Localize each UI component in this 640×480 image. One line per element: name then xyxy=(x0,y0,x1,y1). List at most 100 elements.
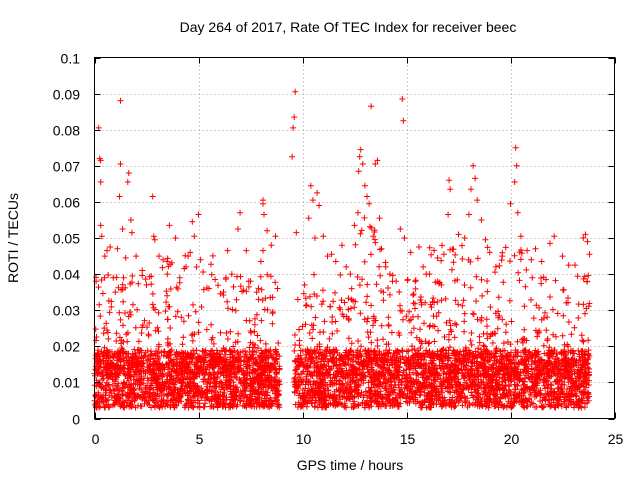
roti-point xyxy=(291,347,298,354)
roti-point xyxy=(185,364,192,371)
roti-point xyxy=(329,330,336,337)
roti-point xyxy=(127,386,134,392)
roti-point xyxy=(232,370,239,376)
roti-point xyxy=(345,295,352,302)
roti-point xyxy=(339,311,346,318)
roti-point xyxy=(455,386,462,393)
roti-point xyxy=(405,347,412,354)
roti-point xyxy=(452,403,459,409)
roti-point xyxy=(538,403,545,410)
roti-point xyxy=(208,403,215,410)
roti-point xyxy=(262,340,269,347)
roti-point xyxy=(254,370,261,377)
roti-point xyxy=(576,384,583,391)
roti-point xyxy=(460,297,467,304)
roti-point xyxy=(356,350,363,357)
roti-point xyxy=(234,349,241,355)
roti-point xyxy=(550,395,557,402)
roti-point xyxy=(250,354,257,361)
roti-point xyxy=(273,397,280,404)
roti-point xyxy=(216,401,223,407)
roti-point xyxy=(141,317,148,324)
roti-point xyxy=(296,326,303,333)
roti-point xyxy=(264,389,271,396)
roti-point xyxy=(155,348,162,355)
roti-point xyxy=(433,313,440,320)
roti-point xyxy=(345,349,352,356)
roti-point xyxy=(584,394,591,401)
roti-point xyxy=(461,310,468,317)
roti-point xyxy=(106,348,113,355)
roti-point xyxy=(540,315,547,321)
roti-point xyxy=(581,400,588,407)
roti-point xyxy=(518,247,524,253)
roti-point xyxy=(424,385,431,392)
roti-point xyxy=(386,396,393,403)
roti-point xyxy=(353,383,360,390)
roti-point xyxy=(462,344,469,351)
roti-point xyxy=(474,383,481,390)
roti-point xyxy=(253,403,260,410)
roti-point xyxy=(294,296,301,303)
roti-point xyxy=(224,336,231,342)
roti-point xyxy=(458,395,465,402)
roti-point xyxy=(215,369,222,376)
roti-point xyxy=(379,359,386,366)
roti-point xyxy=(477,372,484,379)
roti-point xyxy=(360,380,367,387)
roti-point xyxy=(327,303,334,310)
roti-point xyxy=(105,382,112,389)
roti-point xyxy=(210,371,217,378)
roti-point xyxy=(231,402,238,409)
roti-point xyxy=(244,361,251,368)
roti-point xyxy=(390,396,397,403)
roti-point xyxy=(528,353,535,360)
roti-point xyxy=(105,335,112,342)
roti-point xyxy=(160,352,167,359)
roti-point xyxy=(481,396,488,402)
roti-point xyxy=(568,391,575,398)
roti-point xyxy=(411,345,418,352)
roti-point xyxy=(514,338,521,345)
roti-point xyxy=(180,334,187,341)
roti-point xyxy=(227,401,234,407)
roti-point xyxy=(425,403,432,410)
roti-point xyxy=(227,328,234,335)
roti-point xyxy=(374,376,381,383)
roti-point xyxy=(571,401,578,408)
roti-point xyxy=(306,293,313,300)
roti-point xyxy=(255,285,262,292)
roti-point xyxy=(120,368,127,375)
roti-point xyxy=(457,381,464,388)
roti-point xyxy=(561,370,568,376)
roti-point xyxy=(259,297,266,304)
roti-point xyxy=(180,379,187,386)
roti-point xyxy=(472,348,479,355)
roti-point xyxy=(202,397,208,404)
roti-point xyxy=(322,347,329,354)
roti-point xyxy=(461,328,468,335)
roti-point xyxy=(482,371,489,378)
roti-point xyxy=(195,319,202,326)
roti-point xyxy=(197,364,204,371)
roti-point xyxy=(187,385,194,392)
roti-point xyxy=(474,255,481,262)
roti-point xyxy=(124,393,131,400)
roti-point xyxy=(422,375,429,382)
roti-point xyxy=(521,326,528,333)
roti-point xyxy=(142,394,149,401)
roti-point xyxy=(179,365,186,372)
roti-point xyxy=(491,354,498,361)
roti-point xyxy=(118,340,124,347)
roti-point xyxy=(337,271,344,278)
roti-point xyxy=(545,381,552,388)
roti-point xyxy=(302,295,309,302)
roti-point xyxy=(528,391,534,398)
roti-point xyxy=(314,343,321,350)
roti-point xyxy=(92,366,99,373)
roti-point xyxy=(169,365,176,372)
roti-point xyxy=(394,399,401,406)
roti-point xyxy=(245,283,252,290)
roti-point xyxy=(521,381,528,388)
roti-point xyxy=(155,355,162,362)
